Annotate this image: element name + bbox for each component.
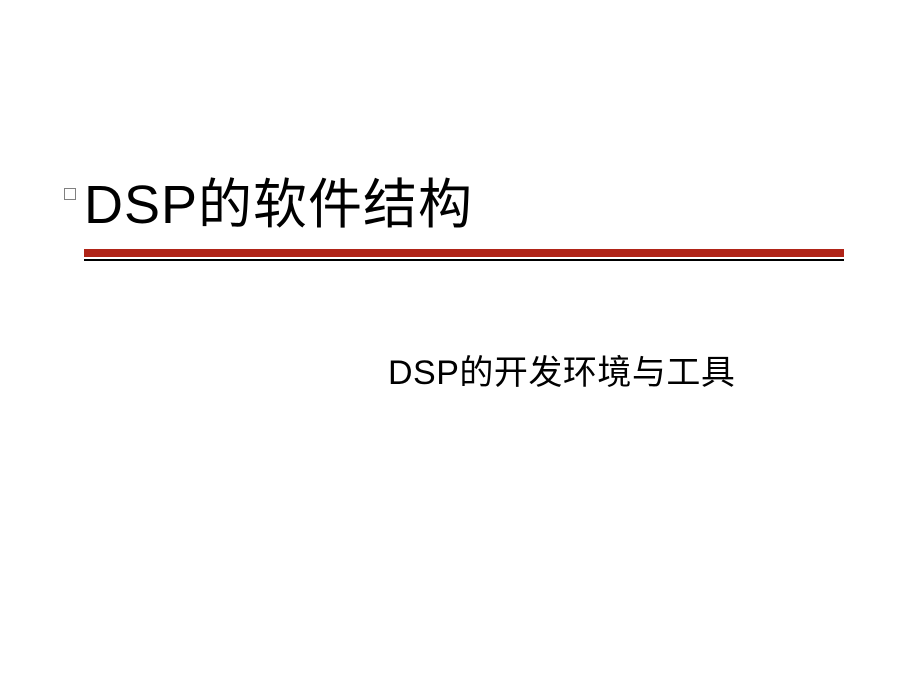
slide-subtitle: DSP的开发环境与工具 xyxy=(388,345,735,394)
presentation-slide: DSP的软件结构 DSP的开发环境与工具 xyxy=(0,0,920,690)
title-area: DSP的软件结构 xyxy=(72,160,852,261)
subtitle-area: DSP的开发环境与工具 xyxy=(388,345,735,394)
underline-red xyxy=(84,249,844,257)
underline-black xyxy=(84,259,844,261)
bullet-marker-icon xyxy=(64,188,76,200)
title-underline xyxy=(84,249,844,261)
slide-title: DSP的软件结构 xyxy=(84,160,852,239)
